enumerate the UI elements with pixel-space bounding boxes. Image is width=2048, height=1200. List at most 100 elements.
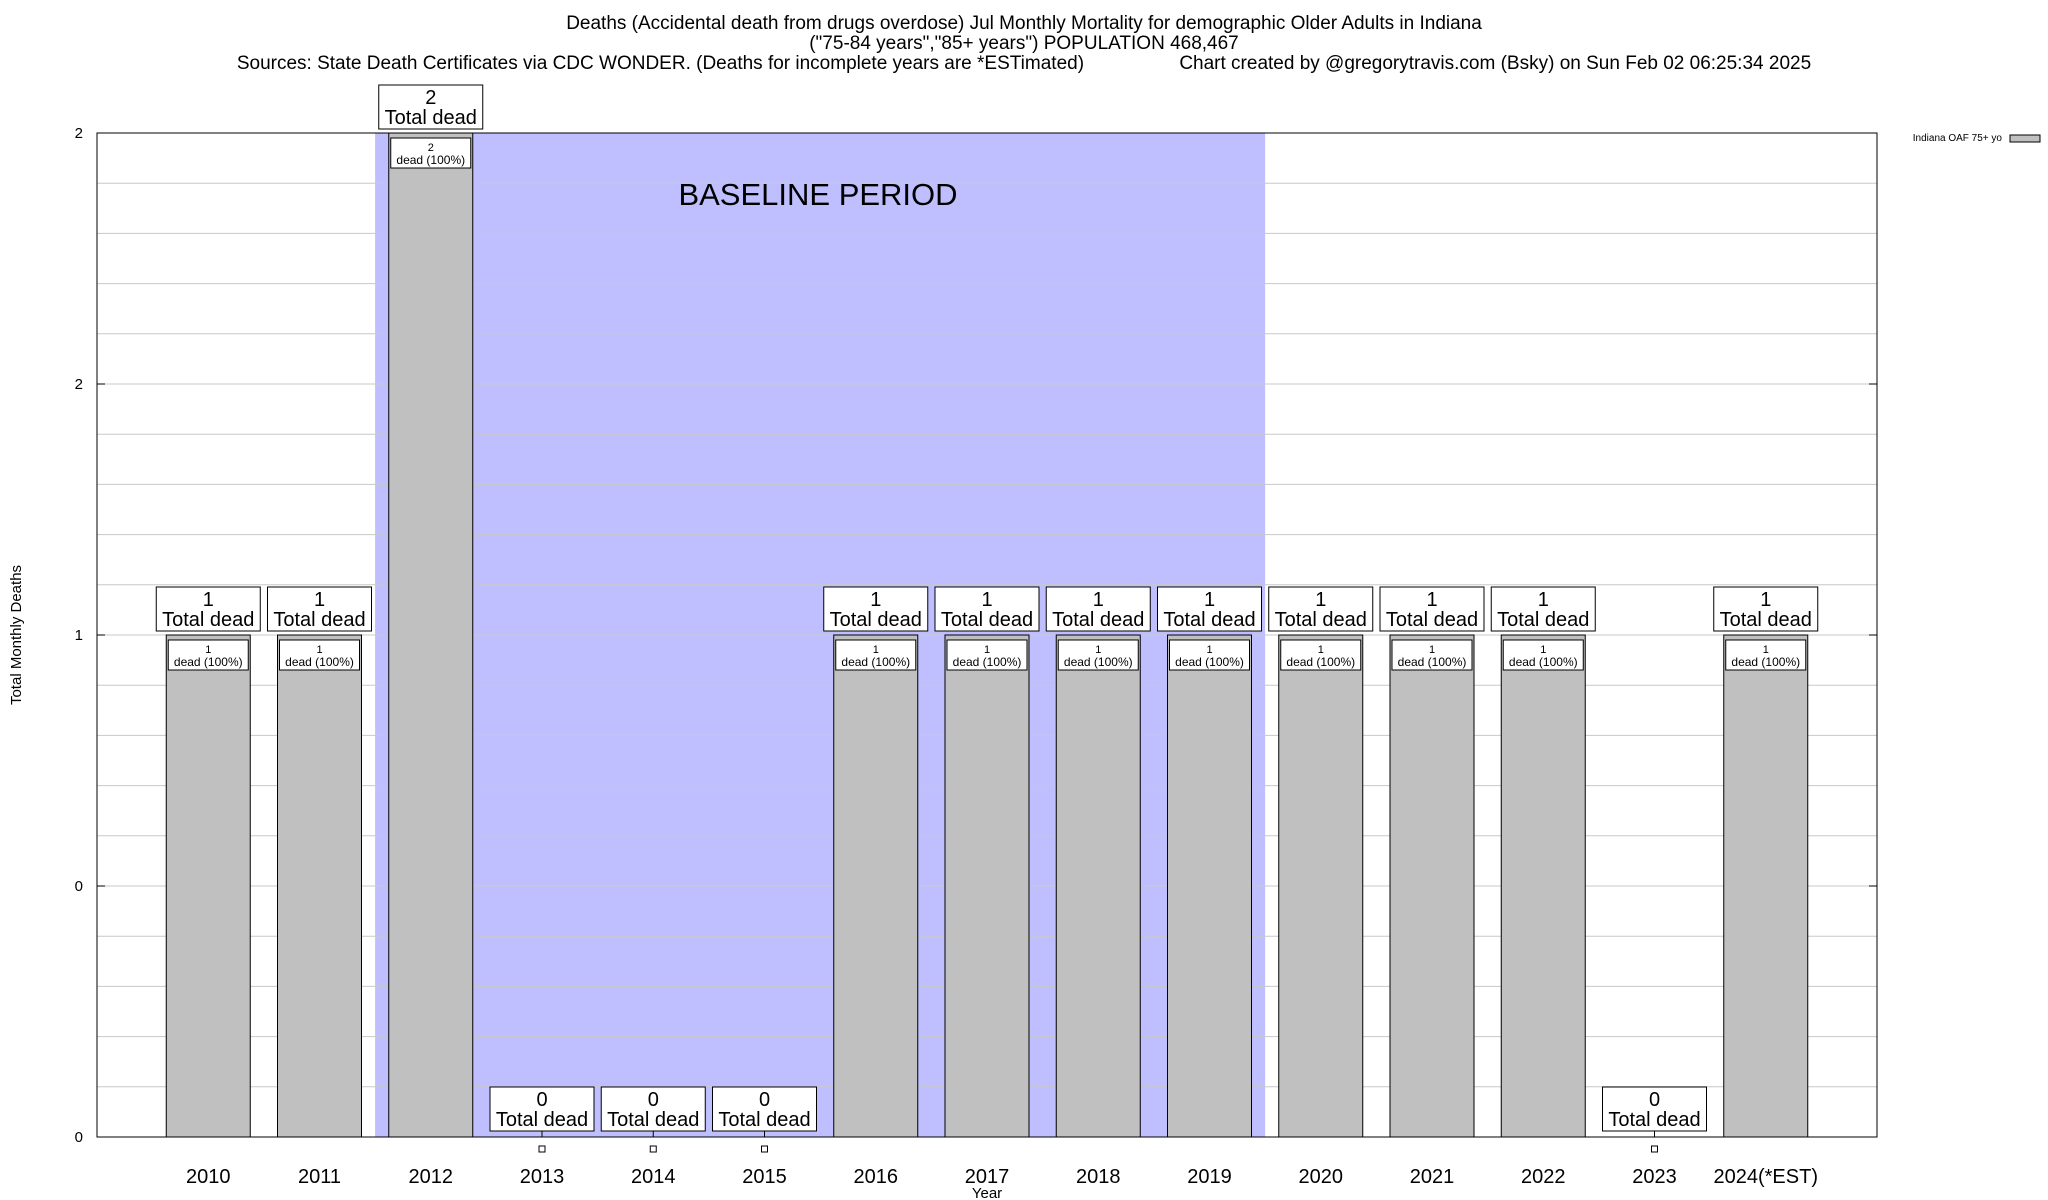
plot-frame xyxy=(96,132,1878,1138)
zero-marker xyxy=(1651,1145,1658,1153)
total-label-box xyxy=(1379,586,1485,632)
y-tick-label: 0 xyxy=(75,1129,83,1146)
segment-label-box xyxy=(946,639,1028,671)
total-label-text: Total dead xyxy=(496,1109,588,1131)
x-tick-label: 2011 xyxy=(298,1166,341,1188)
segment-label-box xyxy=(1057,639,1139,671)
segment-label-count: 1 xyxy=(984,644,990,656)
total-label-box xyxy=(1157,586,1262,632)
x-axis-label: Year xyxy=(972,1185,1002,1200)
x-tick-label: 2018 xyxy=(1076,1166,1121,1188)
segment-label-percent: dead (100%) xyxy=(953,655,1022,669)
total-label-text: Total dead xyxy=(1720,609,1812,631)
segment-label-box xyxy=(1280,639,1362,671)
total-label-box xyxy=(712,1086,817,1132)
total-label-box xyxy=(1490,586,1596,632)
total-label-count: 0 xyxy=(759,1089,770,1111)
total-label-box xyxy=(1602,1086,1707,1132)
x-tick-label: 2019 xyxy=(1187,1166,1232,1188)
credit-text: Chart created by @gregorytravis.com (Bsk… xyxy=(1179,53,1812,74)
total-label-count: 1 xyxy=(1315,589,1326,611)
segment-label-percent: dead (100%) xyxy=(174,655,243,669)
segment-label-count: 1 xyxy=(1095,644,1101,656)
segment-label-count: 1 xyxy=(1206,644,1212,656)
bar xyxy=(1389,634,1475,1138)
total-label-box xyxy=(1713,586,1819,632)
segment-label-count: 1 xyxy=(873,644,879,656)
total-label-text: Total dead xyxy=(273,609,365,631)
total-label-count: 1 xyxy=(1426,589,1437,611)
x-tick-label: 2020 xyxy=(1299,1166,1344,1188)
segment-label-count: 1 xyxy=(316,644,322,656)
segment-label-percent: dead (100%) xyxy=(1286,655,1355,669)
bar xyxy=(277,634,362,1138)
sources-text: Sources: State Death Certificates via CD… xyxy=(236,53,1085,74)
bar xyxy=(1055,634,1141,1138)
total-label-count: 0 xyxy=(536,1089,547,1111)
segment-label-count: 1 xyxy=(1318,644,1324,656)
x-tick-label: 2015 xyxy=(742,1166,787,1188)
x-tick-label: 2014 xyxy=(631,1166,676,1188)
x-tick-label: 2017 xyxy=(965,1166,1010,1188)
total-label-text: Total dead xyxy=(607,1109,699,1131)
x-tick-label: 2024(*EST) xyxy=(1714,1166,1819,1188)
total-label-box xyxy=(823,586,929,632)
total-label-count: 1 xyxy=(1204,589,1215,611)
segment-label-count: 2 xyxy=(428,142,434,154)
total-label-text: Total dead xyxy=(1608,1109,1700,1131)
total-label-box xyxy=(155,586,261,632)
total-label-count: 2 xyxy=(425,87,436,109)
total-label-box xyxy=(934,586,1040,632)
x-tick-label: 2023 xyxy=(1632,1166,1677,1188)
total-label-text: Total dead xyxy=(941,609,1033,631)
x-tick-label: 2022 xyxy=(1521,1166,1566,1188)
zero-marker xyxy=(649,1145,657,1153)
total-label-box xyxy=(1045,586,1151,632)
segment-label-count: 1 xyxy=(1540,644,1546,656)
y-tick-label: 0 xyxy=(75,878,83,895)
bar xyxy=(165,634,251,1138)
zero-marker xyxy=(761,1145,768,1153)
total-label-text: Total dead xyxy=(162,609,254,631)
total-label-box xyxy=(267,586,372,632)
y-tick-label: 1 xyxy=(75,627,83,644)
chart-title: Deaths (Accidental death from drugs over… xyxy=(566,13,1482,34)
segment-label-box xyxy=(1169,639,1250,671)
total-label-count: 1 xyxy=(1760,589,1771,611)
total-label-text: Total dead xyxy=(385,107,477,129)
total-label-box xyxy=(489,1086,595,1132)
total-label-count: 1 xyxy=(1093,589,1104,611)
segment-label-box xyxy=(1502,639,1584,671)
total-label-text: Total dead xyxy=(1052,609,1144,631)
y-tick-label: 2 xyxy=(75,376,83,393)
y-tick-label: 2 xyxy=(75,125,83,142)
chart-subtitle: ("75-84 years","85+ years") POPULATION 4… xyxy=(809,33,1239,54)
total-label-count: 1 xyxy=(203,589,214,611)
total-label-text: Total dead xyxy=(1163,609,1255,631)
segment-label-percent: dead (100%) xyxy=(1509,655,1578,669)
total-label-count: 0 xyxy=(648,1089,659,1111)
zero-marker xyxy=(538,1145,546,1153)
x-tick-label: 2010 xyxy=(186,1166,231,1188)
x-tick-label: 2013 xyxy=(520,1166,565,1188)
bar xyxy=(388,132,474,1138)
segment-label-box xyxy=(279,639,360,671)
total-label-count: 0 xyxy=(1649,1089,1660,1111)
total-label-count: 1 xyxy=(870,589,881,611)
x-tick-label: 2016 xyxy=(854,1166,899,1188)
bar xyxy=(944,634,1030,1138)
total-label-count: 1 xyxy=(1538,589,1549,611)
segment-label-percent: dead (100%) xyxy=(1175,655,1244,669)
segment-label-count: 1 xyxy=(205,644,211,656)
total-label-box xyxy=(1268,586,1374,632)
total-label-text: Total dead xyxy=(1275,609,1367,631)
segment-label-box xyxy=(167,639,249,671)
total-label-box xyxy=(378,84,484,130)
segment-label-percent: dead (100%) xyxy=(396,153,465,167)
legend-label: Indiana OAF 75+ yo xyxy=(1913,133,2003,144)
x-tick-label: 2012 xyxy=(409,1166,454,1188)
segment-label-box xyxy=(390,137,472,169)
segment-label-percent: dead (100%) xyxy=(1064,655,1133,669)
bar xyxy=(1723,634,1809,1138)
